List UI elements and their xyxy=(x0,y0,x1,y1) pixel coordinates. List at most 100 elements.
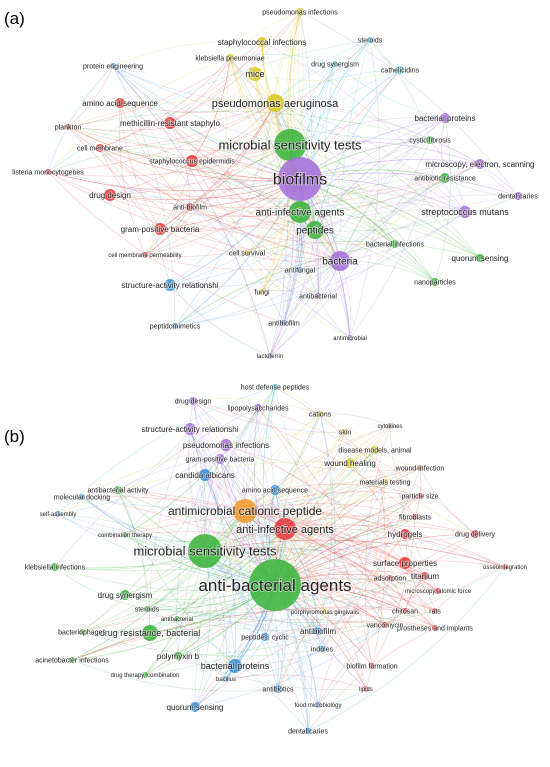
node-drug-design xyxy=(104,189,116,201)
node-label-bacillus: bacillus xyxy=(216,677,236,683)
network-edge xyxy=(81,608,436,633)
node-titanium xyxy=(421,572,429,580)
network-edge xyxy=(261,41,396,245)
network-edge xyxy=(71,619,386,661)
network-edge xyxy=(284,528,386,626)
network-edge xyxy=(289,140,481,165)
network-edge xyxy=(169,122,191,208)
network-edge xyxy=(204,386,276,552)
network-edge xyxy=(299,163,481,213)
node-label-antibacterial: antibacterial xyxy=(161,617,193,623)
network-edge xyxy=(192,400,346,433)
network-edge xyxy=(177,407,259,657)
network-edge xyxy=(81,510,246,633)
network-edge xyxy=(174,243,396,327)
network-edge xyxy=(284,528,319,632)
node-drug-delivery xyxy=(471,530,479,538)
network-edge xyxy=(317,533,406,706)
node-osseointegration xyxy=(502,564,508,570)
node-antibacterial xyxy=(315,293,321,299)
node-molecular-docking xyxy=(79,494,85,500)
node-label-steroids: steroids xyxy=(135,606,160,613)
network-edge xyxy=(81,528,286,633)
network-edge xyxy=(204,474,367,690)
node-pseudomonas-infections xyxy=(296,8,304,16)
network-edge xyxy=(283,177,446,324)
network-edge xyxy=(344,431,476,535)
node-combination-therapy xyxy=(122,532,128,538)
network-edge xyxy=(284,527,506,568)
node-polymyxin-b xyxy=(174,652,182,660)
network-edge xyxy=(81,467,421,633)
network-edge xyxy=(274,102,481,165)
network-edge xyxy=(244,509,406,535)
network-edge xyxy=(194,510,246,708)
network-edge xyxy=(339,195,519,262)
network-edge xyxy=(57,513,276,586)
network-edge xyxy=(47,171,446,200)
network-edge xyxy=(317,413,333,632)
node-label-microbial-sensitivity-tests: microbial sensitivity tests xyxy=(133,544,277,559)
node-biofilm-formation xyxy=(369,663,375,669)
network-edge xyxy=(317,243,396,297)
node-nanoparticles xyxy=(431,278,439,286)
node-label-structure-activity-relationshi: structure-activity relationshi xyxy=(122,281,219,290)
network-edge xyxy=(226,57,271,357)
network-edge xyxy=(284,523,406,535)
network-edge xyxy=(274,102,301,213)
network-edge xyxy=(319,413,376,451)
node-label-quorum-sensing: quorum sensing xyxy=(452,254,509,263)
node-cell-membrane xyxy=(96,144,104,152)
node-label-cytokines: cytokines xyxy=(377,424,402,430)
network-edge xyxy=(284,528,436,629)
network-edge xyxy=(264,636,279,690)
node-particle-size xyxy=(417,493,423,499)
network-edge xyxy=(299,211,481,259)
node-drug-synergism xyxy=(120,590,130,600)
node-gram-positive-bacteria xyxy=(154,223,166,235)
node-label-wound-infection: wound infection xyxy=(395,465,445,472)
network-edge xyxy=(325,63,341,262)
node-label-pseudomonas-infections: pseudomonas infections xyxy=(183,441,269,450)
network-edge xyxy=(229,57,301,271)
network-edge xyxy=(299,172,519,197)
network-edge xyxy=(67,126,248,254)
network-edge xyxy=(109,194,436,283)
network-edge xyxy=(264,481,386,638)
network-edge xyxy=(349,462,406,564)
node-label-molecular-docking: molecular docking xyxy=(54,494,111,501)
network-edge xyxy=(124,510,246,536)
node-label-skin: skin xyxy=(339,429,352,436)
network-edge xyxy=(234,624,386,667)
network-edge xyxy=(269,229,316,357)
network-edge xyxy=(261,117,446,293)
network-edge xyxy=(99,147,161,230)
network-edge xyxy=(389,533,476,579)
node-structure-activity-relationshi xyxy=(184,423,196,435)
node-methicillin-resistant-staphylo xyxy=(164,117,176,129)
node-label-antibiofilm: antibiofilm xyxy=(300,627,336,636)
network-edge xyxy=(119,102,276,113)
network-edge xyxy=(203,474,236,667)
node-label-antibiofilm: antibiofilm xyxy=(268,320,300,327)
network-edge xyxy=(244,510,506,568)
node-label-klebsiella-pneumoniae: klebsiella pneumoniae xyxy=(195,55,264,62)
network-edge xyxy=(283,163,481,324)
network-edge xyxy=(47,102,276,173)
network-edge xyxy=(144,206,191,256)
node-antibiotic-resistance xyxy=(440,173,450,183)
network-edge xyxy=(274,489,319,632)
network-edge xyxy=(109,39,371,196)
network-edge xyxy=(244,425,391,512)
network-edge xyxy=(47,39,371,173)
node-label-plankton: plankton xyxy=(55,124,82,131)
network-edge xyxy=(109,194,301,217)
node-peptidomimetics xyxy=(172,323,178,329)
network-edge xyxy=(289,140,481,165)
node-candida-albicans xyxy=(199,469,211,481)
network-edge xyxy=(284,495,421,530)
network-edge xyxy=(119,102,161,230)
network-edge xyxy=(159,163,481,230)
network-edge xyxy=(81,496,276,586)
node-label-self-assembly: self-assembly xyxy=(40,512,77,518)
